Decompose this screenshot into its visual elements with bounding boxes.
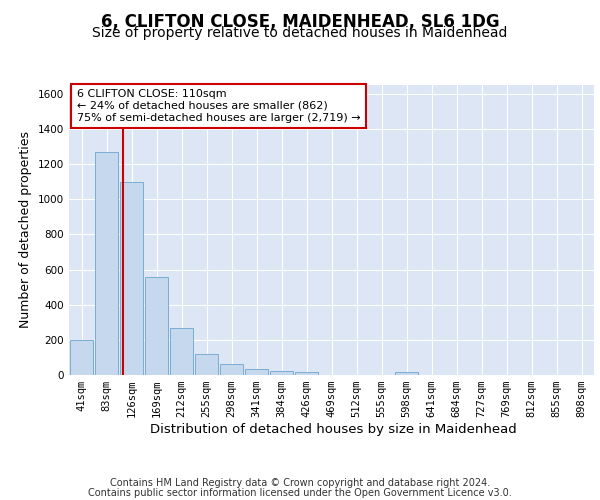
Bar	[395, 372, 418, 375]
Bar	[295, 372, 318, 375]
Text: Contains public sector information licensed under the Open Government Licence v3: Contains public sector information licen…	[88, 488, 512, 498]
Bar	[245, 369, 268, 375]
Bar	[95, 152, 118, 375]
Text: Distribution of detached houses by size in Maidenhead: Distribution of detached houses by size …	[149, 422, 517, 436]
Bar	[170, 328, 193, 375]
Text: 6, CLIFTON CLOSE, MAIDENHEAD, SL6 1DG: 6, CLIFTON CLOSE, MAIDENHEAD, SL6 1DG	[101, 12, 499, 30]
Bar	[120, 182, 143, 375]
Text: Size of property relative to detached houses in Maidenhead: Size of property relative to detached ho…	[92, 26, 508, 40]
Bar	[220, 364, 243, 375]
Bar	[70, 340, 93, 375]
Bar	[270, 371, 293, 375]
Bar	[145, 278, 168, 375]
Text: 6 CLIFTON CLOSE: 110sqm
← 24% of detached houses are smaller (862)
75% of semi-d: 6 CLIFTON CLOSE: 110sqm ← 24% of detache…	[77, 90, 361, 122]
Bar	[195, 354, 218, 375]
Text: Contains HM Land Registry data © Crown copyright and database right 2024.: Contains HM Land Registry data © Crown c…	[110, 478, 490, 488]
Y-axis label: Number of detached properties: Number of detached properties	[19, 132, 32, 328]
